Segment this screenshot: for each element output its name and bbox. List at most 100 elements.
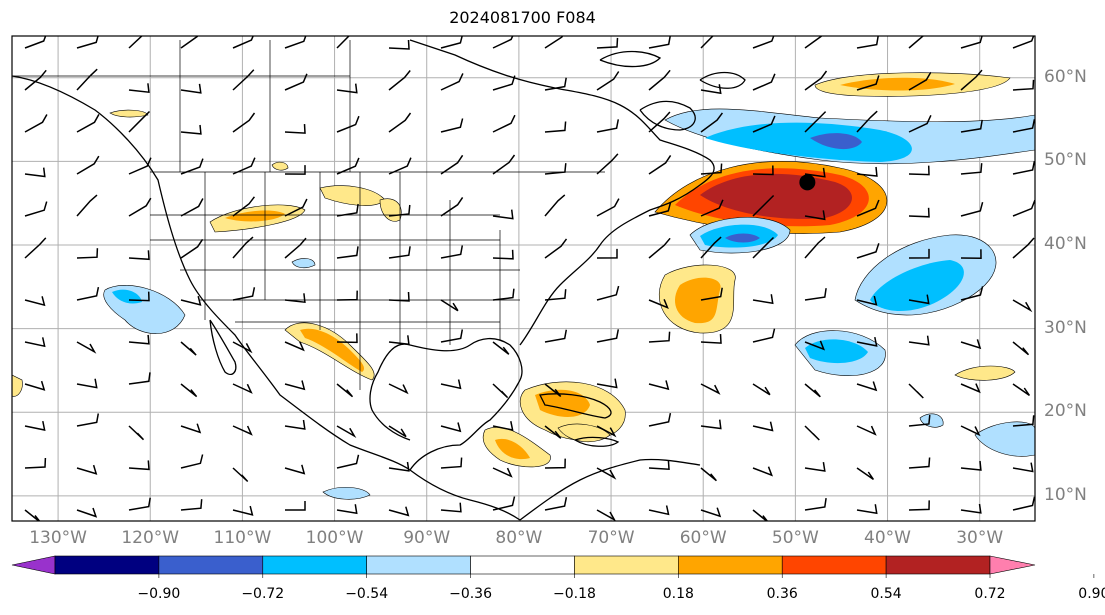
longitude-label: 130°W <box>29 528 87 548</box>
wind-barb <box>908 500 930 511</box>
longitude-label: 100°W <box>305 528 364 548</box>
wind-barb <box>700 112 724 133</box>
wind-barb <box>284 165 306 175</box>
wind-barb <box>804 210 826 221</box>
wind-barb <box>544 238 568 259</box>
state-boundaries <box>12 40 605 390</box>
wind-barb <box>700 36 714 49</box>
wind-barb <box>1012 119 1035 133</box>
wind-barb <box>648 69 671 91</box>
longitude-label: 90°W <box>403 528 451 548</box>
wind-barb <box>440 457 463 469</box>
wind-barb <box>700 236 722 259</box>
wind-barb <box>544 425 562 439</box>
wind-barb <box>908 248 930 259</box>
map-frame <box>11 35 1036 522</box>
negative-anomaly-small-3 <box>974 421 1035 457</box>
wind-barb <box>492 383 509 399</box>
wind-barb <box>856 295 878 306</box>
wind-barb <box>76 286 100 301</box>
wind-barb <box>284 380 306 391</box>
wind-barb <box>804 383 821 398</box>
wind-barb <box>232 341 253 354</box>
wind-barb <box>752 165 774 176</box>
wind-barb <box>180 124 202 135</box>
wind-barb <box>700 467 717 482</box>
wind-barb <box>856 199 880 217</box>
wind-barb <box>24 296 46 307</box>
negative-anomaly-subtropic-core <box>805 339 868 364</box>
wind-barb <box>128 197 152 217</box>
wind-barb <box>960 69 983 91</box>
wind-barb <box>76 341 97 354</box>
positive-anomaly-plains-east <box>379 198 402 222</box>
wind-barb <box>1012 496 1035 511</box>
wind-barb <box>700 383 721 395</box>
wind-barb <box>544 194 566 217</box>
wind-barb <box>336 246 359 259</box>
wind-barb <box>752 383 771 396</box>
wind-barb <box>544 289 567 301</box>
colorbar-segment <box>158 555 264 575</box>
negative-anomaly-small-1 <box>291 258 316 269</box>
wind-barb <box>804 425 820 441</box>
longitude-label: 40°W <box>864 528 911 548</box>
wind-barb <box>960 503 982 514</box>
positive-anomaly-small-3 <box>954 365 1016 381</box>
longitude-label: 80°W <box>495 528 543 548</box>
wind-barb <box>648 331 671 343</box>
wind-barb <box>960 425 981 437</box>
wind-barb <box>440 245 464 259</box>
wind-barb <box>1012 161 1035 175</box>
wind-barb <box>128 497 151 511</box>
colorbar-tick-label: −0.72 <box>241 586 285 602</box>
wind-barb <box>24 201 48 217</box>
wind-barb <box>596 285 620 301</box>
colorbar-segment <box>574 555 679 575</box>
wind-barb <box>24 114 48 133</box>
wind-barb <box>284 419 306 430</box>
wind-barb <box>180 36 199 49</box>
wind-barb <box>388 291 410 302</box>
latitude-label: 10°N <box>1044 484 1087 505</box>
colorbar-extend-min <box>11 555 56 575</box>
wind-barb <box>24 237 47 259</box>
wind-barb <box>1012 415 1035 427</box>
wind-barb <box>908 294 930 305</box>
wind-barb <box>284 73 308 91</box>
wind-barb <box>128 425 145 441</box>
wind-barb <box>440 118 464 133</box>
latitude-label: 50°N <box>1044 150 1087 171</box>
positive-anomaly-caribbean-core <box>535 389 590 417</box>
wind-barb <box>700 84 722 95</box>
wind-barb <box>24 36 47 49</box>
wind-barb <box>24 380 46 391</box>
wind-barb <box>544 163 567 175</box>
wind-barb <box>752 36 775 49</box>
wind-barb <box>648 36 671 49</box>
wind-barb <box>232 425 253 436</box>
positive-anomaly-rockies-core <box>225 210 285 222</box>
wind-barb <box>76 413 100 427</box>
longitude-label: 30°W <box>956 528 1004 548</box>
wind-barb <box>908 71 932 91</box>
colorbar-segment <box>366 555 471 575</box>
wind-barb <box>232 196 255 217</box>
wind-barb <box>232 383 253 394</box>
wind-barb <box>648 237 671 259</box>
wind-barb <box>856 381 878 392</box>
wind-barb <box>1012 383 1031 397</box>
wind-barb <box>1012 299 1033 313</box>
wind-barb <box>960 202 984 217</box>
wind-barb <box>700 507 722 518</box>
wind-barb <box>1012 237 1035 259</box>
wind-barb <box>1012 462 1034 473</box>
wind-barb <box>856 425 877 436</box>
wind-barb <box>76 114 100 133</box>
wind-barb <box>440 196 464 217</box>
wind-barb <box>752 509 769 521</box>
wind-barb <box>492 75 516 91</box>
positive-anomaly-mexico <box>284 322 375 381</box>
wind-barb <box>856 243 880 259</box>
wind-barb <box>284 341 305 352</box>
